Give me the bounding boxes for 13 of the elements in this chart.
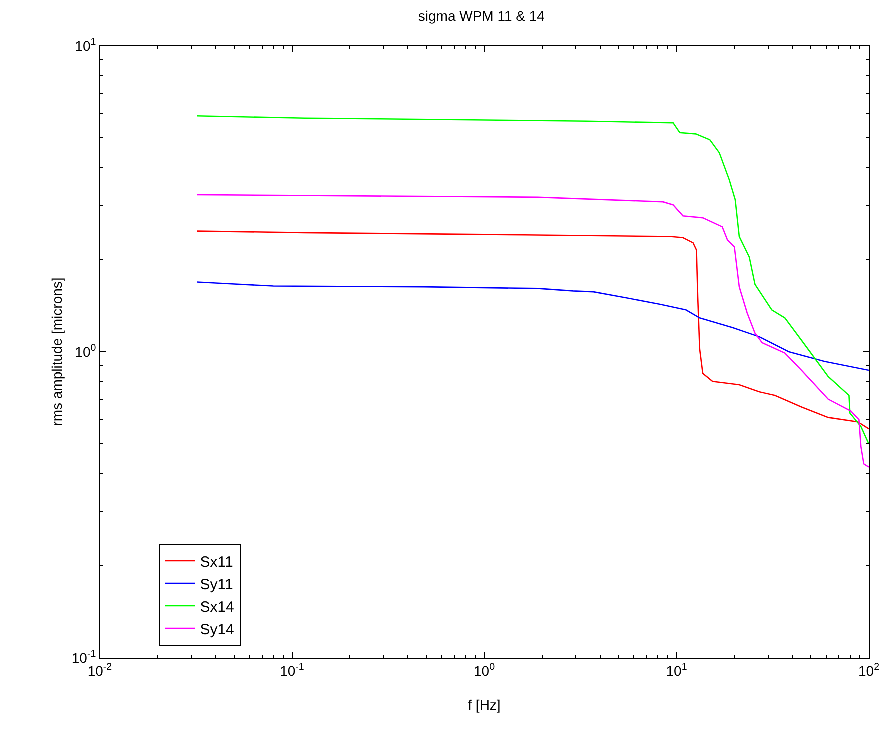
x-tick-label: 10$^{1}$: [666, 662, 688, 679]
x-axis-title: f [Hz]: [468, 697, 501, 713]
y-tick-label: 10$^{1}$: [75, 37, 96, 54]
x-tick-label: 10$^{2}$: [858, 662, 880, 679]
legend-label: Sx11: [200, 554, 234, 571]
x-tick-label: 10$^{0}$: [474, 662, 496, 679]
x-tick-label: 10$^{-1}$: [280, 662, 304, 679]
y-axis-title: rms amplitude [microns]: [49, 278, 65, 426]
legend-label: Sx14: [200, 598, 234, 616]
legend-label: Sy11: [200, 576, 234, 594]
legend-label: Sy14: [200, 621, 234, 638]
chart-title: sigma WPM 11 & 14: [418, 8, 546, 24]
y-tick-label: 10$^{0}$: [75, 343, 97, 360]
